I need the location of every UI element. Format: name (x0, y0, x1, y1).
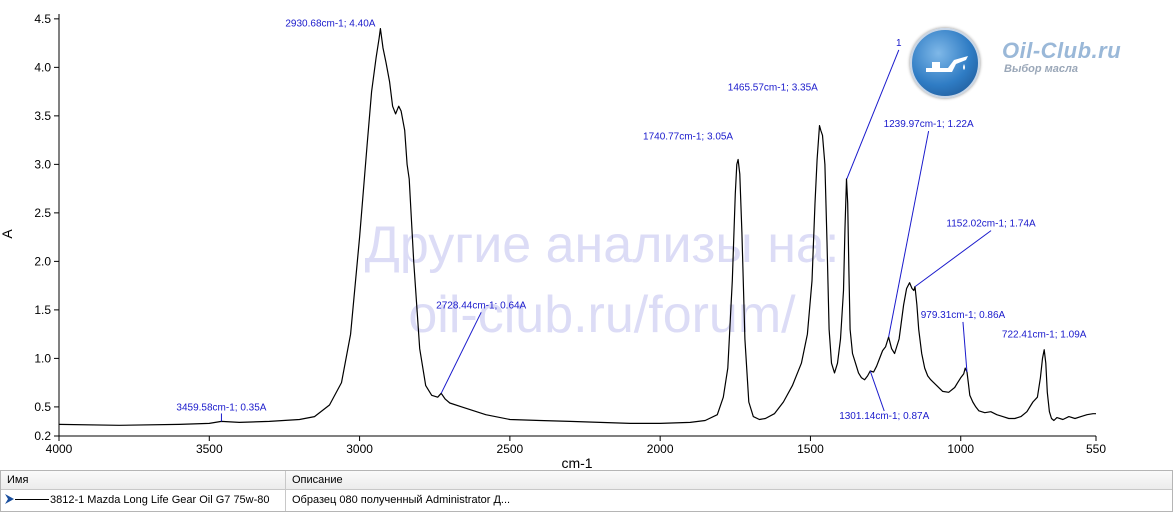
peak-annotation: 1740.77cm-1; 3.05A (643, 132, 733, 143)
y-tick-label: 0.2 (34, 429, 51, 443)
annotation-leader (846, 49, 900, 180)
series-layer (58, 28, 1096, 426)
watermark-line-2: oil-club.ru/forum/ (408, 286, 796, 344)
peak-annotation: 3459.58cm-1; 0.35A (176, 402, 266, 413)
annotation-leader (962, 321, 968, 373)
y-tick-label: 3.0 (34, 157, 51, 171)
oil-can-icon (910, 28, 980, 98)
annotation-leader (888, 130, 930, 338)
annotation-leader (440, 312, 482, 394)
annotation-layer: 2930.68cm-1; 4.40A 3459.58cm-1; 0.35A 2728… (176, 19, 1086, 422)
column-divider[interactable] (285, 471, 286, 511)
column-header-name[interactable]: Имя (7, 474, 29, 486)
peak-annotation: 1465.57cm-1; 3.35A (728, 82, 818, 93)
brand-tagline: Выбор масла (1004, 63, 1078, 75)
peak-annotation: 1301.14cm-1; 0.87A (839, 411, 929, 422)
y-tick-label: 2.0 (34, 254, 51, 268)
row-description: Образец 080 полученный Administrator Д..… (292, 494, 511, 506)
peak-annotation: 1152.02cm-1; 1.74A (946, 219, 1036, 230)
spectra-table: Имя Описание 3812-1 Mazda Long Life Gear… (0, 470, 1173, 512)
oil-club-logo: Oil-Club.ru Выбор масла (908, 28, 1148, 98)
peak-annotation: 2728.44cm-1; 0.64A (436, 300, 526, 311)
peak-annotation: 1 (896, 38, 902, 49)
y-tick-label: 1.5 (34, 303, 51, 317)
annotation-leader (869, 370, 885, 412)
y-tick-label: 4.0 (34, 60, 51, 74)
x-tick-label: 4000 (46, 442, 73, 456)
y-tick-label: 4.5 (34, 12, 51, 26)
watermark: Другие анализы на: oil-club.ru/forum/ (365, 216, 840, 344)
spectrum-chart: Другие анализы на: oil-club.ru/forum/ 40… (0, 12, 1106, 470)
x-tick-label: 550 (1086, 442, 1106, 456)
x-tick-label: 1500 (797, 442, 824, 456)
spectrum-line (58, 28, 1096, 426)
annotation-leader (914, 230, 992, 288)
x-axis-label: cm-1 (561, 455, 592, 470)
row-selector-arrow-icon (4, 493, 16, 505)
x-tick-label: 2500 (497, 442, 524, 456)
y-tick-label: 1.0 (34, 351, 51, 365)
column-header-description[interactable]: Описание (292, 474, 343, 486)
table-header: Имя Описание (1, 471, 1172, 490)
peak-annotation: 979.31cm-1; 0.86A (921, 310, 1006, 321)
y-tick-label: 0.5 (34, 400, 51, 414)
x-tick-label: 2000 (647, 442, 674, 456)
x-tick-label: 3500 (196, 442, 223, 456)
x-tick-label: 1000 (947, 442, 974, 456)
table-row[interactable]: 3812-1 Mazda Long Life Gear Oil G7 75w-8… (1, 490, 1172, 510)
row-name: 3812-1 Mazda Long Life Gear Oil G7 75w-8… (50, 494, 270, 506)
watermark-line-1: Другие анализы на: (365, 216, 840, 274)
y-axis-label: A (0, 229, 15, 239)
peak-annotation: 722.41cm-1; 1.09A (1002, 330, 1087, 341)
peak-annotation: 1239.97cm-1; 1.22A (884, 119, 974, 130)
y-tick-label: 2.5 (34, 206, 51, 220)
peak-annotation: 2930.68cm-1; 4.40A (285, 19, 375, 30)
series-line-swatch (15, 499, 49, 500)
axes: 4000 3500 3000 2500 2000 1500 1000 550 0.2 0.5 1.0… (34, 12, 1106, 456)
y-tick-label: 3.5 (34, 109, 51, 123)
brand-name: Oil-Club.ru (1002, 38, 1122, 63)
x-tick-label: 3000 (346, 442, 373, 456)
